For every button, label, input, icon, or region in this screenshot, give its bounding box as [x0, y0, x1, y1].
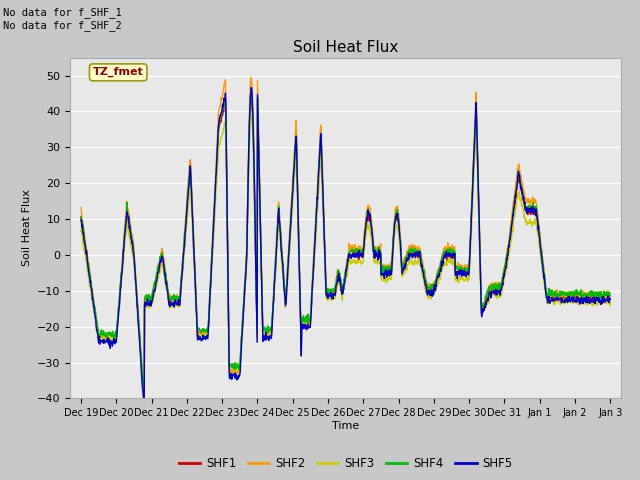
X-axis label: Time: Time: [332, 421, 359, 431]
Title: Soil Heat Flux: Soil Heat Flux: [293, 40, 398, 55]
Y-axis label: Soil Heat Flux: Soil Heat Flux: [22, 190, 31, 266]
Text: No data for f_SHF_1: No data for f_SHF_1: [3, 7, 122, 18]
Text: TZ_fmet: TZ_fmet: [93, 67, 143, 77]
Legend: SHF1, SHF2, SHF3, SHF4, SHF5: SHF1, SHF2, SHF3, SHF4, SHF5: [174, 452, 517, 474]
Text: No data for f_SHF_2: No data for f_SHF_2: [3, 20, 122, 31]
